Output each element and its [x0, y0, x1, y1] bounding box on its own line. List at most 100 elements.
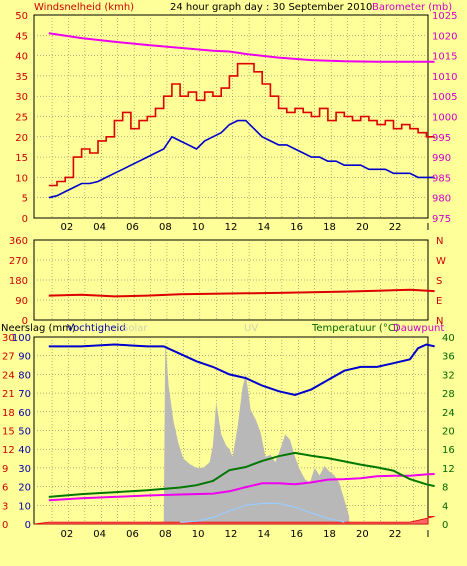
humidity-y-tick-label: 100 [12, 333, 31, 344]
climate-x-tick-label: 08 [159, 529, 172, 540]
humidity-y-tick-label: 80 [18, 370, 31, 381]
climate-x-tick-label: 16 [290, 529, 303, 540]
humidity-y-tick-label: 30 [18, 464, 31, 475]
climate-x-tick-label: 04 [93, 529, 106, 540]
temp-y-tick-label: 8 [442, 483, 448, 494]
baro-y-tick-label: 1020 [432, 31, 457, 42]
climate-panel: 02 04 06 08 10 12 14 16 18 20 22 I 0369121518212427… [1, 323, 455, 540]
humidity-y-tick-label: 50 [18, 427, 31, 438]
climate-x-tick-label: 02 [60, 529, 73, 540]
wind-x-tick-label: 10 [192, 222, 205, 233]
humidity-y-tick-label: 40 [18, 445, 31, 456]
rain-y-tick-label: 15 [2, 427, 15, 438]
temp-y-tick-label: 0 [442, 520, 448, 531]
rain-area [33, 516, 435, 525]
rain-y-tick-label: 12 [2, 445, 15, 456]
humidity-y-tick-label: 0 [25, 520, 31, 531]
wind-y-tick-label: 30 [15, 92, 28, 103]
rain-y-tick-label: 9 [2, 464, 8, 475]
temp-y-tick-label: 28 [442, 389, 455, 400]
climate-x-tick-label: 12 [225, 529, 238, 540]
baro-line [48, 32, 435, 63]
humidity-y-tick-label: 20 [18, 483, 31, 494]
rain-y-tick-label: 30 [2, 333, 15, 344]
wind-y-tick-label: 35 [15, 72, 28, 83]
direction-line [48, 288, 435, 298]
humidity-line [48, 343, 435, 397]
chart-title: 24 hour graph day : 30 September 2010 [170, 2, 372, 13]
climate-x-tick-label: 06 [126, 529, 139, 540]
wind-x-ticks: 02 04 06 08 10 12 14 16 18 20 22 I [60, 222, 429, 233]
wind-line [48, 119, 435, 199]
humidity-y-tick-label: 70 [18, 389, 31, 400]
direction-y-tick-label: 180 [9, 276, 28, 287]
wind-x-tick-label: 02 [60, 222, 73, 233]
wind-y-tick-label: 50 [15, 11, 28, 22]
baro-y-right-ticks: 975 980 985 990 995 1000 1005 1010 1015 1020 1025 [432, 11, 457, 225]
climate-x-tick-label: 10 [192, 529, 205, 540]
wind-x-tick-label: 14 [257, 222, 270, 233]
direction-y-tick-label: 270 [9, 256, 28, 267]
rain-y-tick-label: 27 [2, 352, 15, 363]
direction-grid [34, 240, 428, 320]
dewpoint-axis-label: Dauwpunt [393, 323, 444, 334]
wind-x-tick-label: 12 [225, 222, 238, 233]
rain-y-tick-label: 0 [2, 520, 8, 531]
compass-tick-label: N [436, 236, 443, 247]
temp-y-tick-label: 36 [442, 352, 455, 363]
rain-y-tick-label: 24 [2, 370, 15, 381]
wind-grid [34, 15, 428, 218]
wind-x-tick-label: 20 [356, 222, 369, 233]
baro-y-tick-label: 990 [432, 153, 451, 164]
climate-x-tick-label: I [427, 529, 430, 540]
temp-y-tick-label: 16 [442, 445, 455, 456]
wind-x-tick-label: 04 [93, 222, 106, 233]
wind-axis-label: Windsnelheid (kmh) [34, 2, 134, 13]
rain-y-tick-label: 6 [2, 483, 8, 494]
humidity-y-tick-label: 10 [18, 501, 31, 512]
direction-series [48, 288, 435, 298]
temp-y-tick-label: 12 [442, 464, 455, 475]
wind-series [48, 32, 435, 199]
wind-x-tick-label: 22 [389, 222, 402, 233]
rain-y-tick-label: 21 [2, 389, 15, 400]
wind-y-tick-label: 20 [15, 133, 28, 144]
baro-y-tick-label: 985 [432, 173, 451, 184]
wind-baro-panel: 02 04 06 08 10 12 14 16 18 20 22 I 0510152025303540… [15, 2, 457, 233]
dewpoint-line [48, 473, 435, 502]
temp-y-tick-label: 40 [442, 333, 455, 344]
wind-x-tick-label: 08 [159, 222, 172, 233]
direction-y-tick-label: 360 [9, 236, 28, 247]
rain-y-tick-label: 3 [2, 501, 8, 512]
compass-tick-label: N [436, 316, 443, 327]
humidity-axis-label: Vochtigheid [67, 323, 126, 334]
temp-y-tick-label: 32 [442, 370, 455, 381]
temperature-axis-label: Temperatuur (°C) [311, 323, 399, 334]
temp-y-tick-label: 24 [442, 408, 455, 419]
solar-axis-label: Solar [122, 323, 148, 334]
wind-y-tick-label: 5 [22, 194, 28, 205]
compass-tick-label: E [436, 296, 442, 307]
temp-y-tick-label: 20 [442, 427, 455, 438]
humidity-y-tick-label: 60 [18, 408, 31, 419]
wind-x-tick-label: 06 [126, 222, 139, 233]
uv-line [180, 502, 345, 523]
baro-y-tick-label: 1000 [432, 113, 457, 124]
baro-y-tick-label: 995 [432, 133, 451, 144]
climate-x-ticks: 02 04 06 08 10 12 14 16 18 20 22 I [60, 529, 429, 540]
direction-plot-area [33, 239, 429, 321]
compass-tick-label: S [436, 276, 442, 287]
uv-axis-label: UV [244, 323, 258, 334]
baro-axis-label: Barometer (mb) [372, 2, 452, 13]
direction-y-tick-label: 90 [15, 296, 28, 307]
wind-y-tick-label: 45 [15, 31, 28, 42]
baro-y-tick-label: 1015 [432, 52, 457, 63]
temp-y-right-ticks: 0 4 8 12 16 20 24 28 32 36 40 [442, 333, 455, 531]
wind-y-tick-label: 15 [15, 153, 28, 164]
wind-y-tick-label: 0 [22, 214, 28, 225]
wind-y-left-ticks: 0 5 10 15 20 25 30 35 40 45 50 [15, 11, 28, 225]
